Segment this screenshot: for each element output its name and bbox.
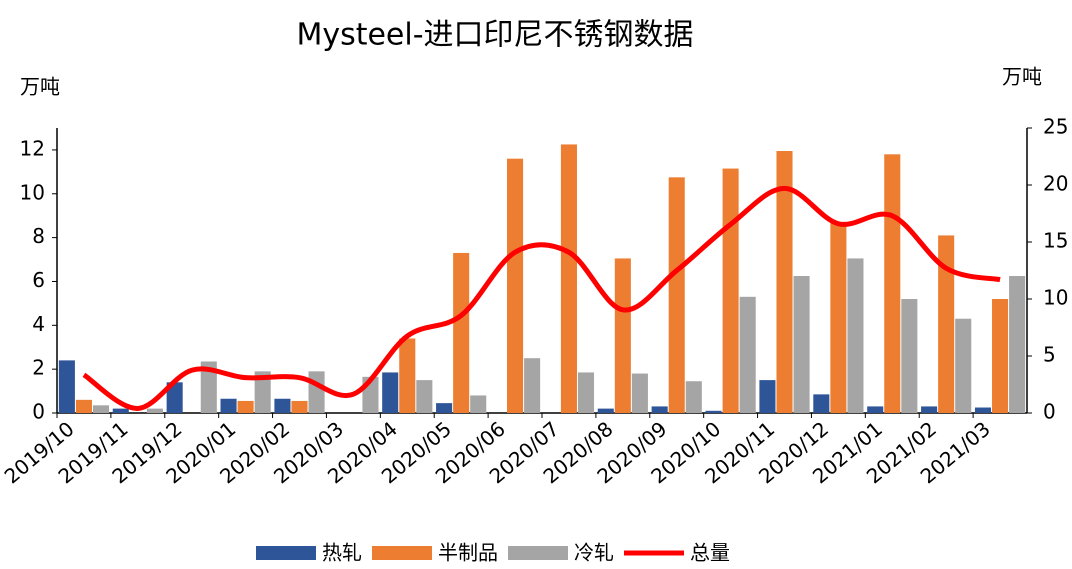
bar: [685, 381, 702, 413]
bar: [291, 400, 308, 413]
legend-label: 冷轧: [574, 541, 614, 565]
bar: [560, 144, 577, 413]
legend-label: 半制品: [438, 541, 498, 565]
bar: [901, 299, 918, 413]
bar: [668, 177, 685, 413]
bar: [254, 371, 271, 413]
line: [82, 185, 1001, 411]
bar: [793, 275, 810, 413]
bar: [382, 372, 399, 413]
y-tick-label: 12: [20, 136, 45, 160]
bar: [436, 403, 453, 413]
legend-swatch: [508, 546, 568, 560]
bar: [631, 373, 648, 413]
bar: [614, 258, 631, 413]
bar: [938, 235, 955, 413]
bar: [759, 380, 776, 413]
bar: [92, 405, 110, 413]
y2-tick-label: 0: [1043, 400, 1056, 424]
bar: [470, 395, 487, 413]
bar: [75, 399, 92, 413]
bar: [705, 410, 722, 413]
bar: [1009, 275, 1026, 413]
y2-axis-label: 万吨: [1002, 65, 1042, 89]
bar: [58, 360, 75, 413]
bar: [830, 222, 847, 413]
bar: [847, 258, 864, 413]
y-tick-label: 4: [32, 312, 45, 336]
chart-title: Mysteel-进口印尼不锈钢数据: [296, 18, 693, 53]
bar: [739, 296, 756, 413]
y-tick-label: 2: [32, 356, 45, 380]
bar: [577, 372, 595, 413]
bar: [220, 398, 237, 413]
legend-swatch: [372, 546, 432, 560]
bar: [399, 338, 416, 413]
bar: [237, 400, 254, 413]
bar: [776, 151, 793, 413]
y-tick-label: 6: [32, 268, 45, 292]
bar: [651, 406, 668, 413]
bar: [884, 154, 901, 414]
bar: [867, 406, 884, 413]
y-tick-label: 8: [32, 224, 45, 248]
bar: [597, 408, 614, 413]
y-tick-label: 10: [20, 180, 45, 204]
y2-tick-label: 20: [1043, 172, 1068, 196]
bar: [813, 394, 830, 413]
bar: [722, 168, 739, 413]
y-axis-label: 万吨: [20, 75, 60, 99]
bar: [524, 358, 541, 413]
y2-tick-label: 15: [1043, 229, 1068, 253]
legend-label: 总量: [690, 541, 730, 565]
bar: [166, 382, 183, 413]
bar: [921, 406, 938, 413]
legend-swatch: [256, 546, 316, 560]
bar: [453, 252, 470, 413]
bar: [955, 318, 972, 413]
bar: [308, 371, 325, 413]
bar: [200, 361, 217, 413]
legend-label: 热轧: [322, 541, 362, 565]
bar: [992, 299, 1009, 413]
bar: [146, 408, 163, 413]
y2-tick-label: 25: [1043, 115, 1068, 139]
y2-tick-label: 10: [1043, 286, 1068, 310]
bar: [112, 408, 129, 413]
bar: [974, 407, 992, 413]
y2-tick-label: 5: [1043, 343, 1056, 367]
bar: [416, 380, 433, 413]
y-tick-label: 0: [32, 400, 45, 424]
bar: [274, 398, 291, 413]
bar: [507, 158, 524, 413]
